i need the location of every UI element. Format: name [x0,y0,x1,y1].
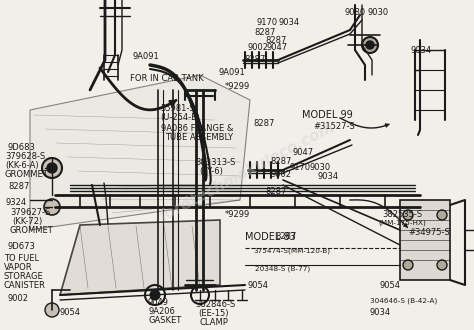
Text: *9299: *9299 [225,82,250,91]
Text: 379627-S: 379627-S [10,208,50,217]
Text: fordtechmakuloco.com: fordtechmakuloco.com [156,119,337,224]
Text: 382846-S: 382846-S [195,300,235,309]
Text: 9002: 9002 [248,43,269,52]
Text: VAPOR: VAPOR [4,263,33,272]
Circle shape [403,260,413,270]
Text: 375474-S(MM-120-B): 375474-S(MM-120-B) [253,248,330,254]
Text: (KK-6-A): (KK-6-A) [5,161,38,170]
Circle shape [150,290,160,300]
Circle shape [437,210,447,220]
Circle shape [403,210,413,220]
Text: CANISTER: CANISTER [4,281,46,290]
Text: 9034: 9034 [411,46,432,55]
Text: 9054: 9054 [248,281,269,290]
Text: 379628-S: 379628-S [5,152,45,161]
Text: 382535-S: 382535-S [382,210,422,219]
Text: 9047: 9047 [267,43,288,52]
Text: MODEL 99: MODEL 99 [302,110,353,120]
Text: 9002: 9002 [8,294,29,303]
Text: 9047: 9047 [293,148,314,157]
Bar [400,200,450,280]
Text: 9324: 9324 [6,198,27,207]
Text: 9034: 9034 [318,172,339,181]
Text: FOR IN CAB TANK: FOR IN CAB TANK [130,74,204,83]
Text: 9034: 9034 [370,308,391,317]
Text: STORAGE: STORAGE [4,272,44,281]
Text: 9D683: 9D683 [8,143,36,152]
Text: 9054: 9054 [380,281,401,290]
Text: GROMMET: GROMMET [10,226,54,235]
Circle shape [44,199,60,215]
Text: 8287: 8287 [8,182,29,191]
Text: 8287: 8287 [265,36,286,45]
Text: 9030: 9030 [310,163,331,172]
Text: (MM-175-HX): (MM-175-HX) [378,219,426,225]
Text: 9D673: 9D673 [8,242,36,251]
Circle shape [47,163,57,173]
Text: 8287: 8287 [265,187,286,196]
Text: 9A091: 9A091 [133,52,160,61]
Text: 9A206: 9A206 [149,307,176,316]
Text: GASKET: GASKET [149,316,182,325]
Polygon shape [30,75,250,230]
Text: #34975-S: #34975-S [408,228,450,237]
Text: CLAMP: CLAMP [200,318,229,327]
Text: MODEL 83: MODEL 83 [245,232,296,242]
Text: 9054: 9054 [60,308,81,317]
Text: #31527-S: #31527-S [313,122,355,131]
Text: 8287: 8287 [270,157,292,166]
Text: 20348-S (B-77): 20348-S (B-77) [255,266,310,273]
Text: 8287: 8287 [254,28,275,37]
Text: 9170: 9170 [257,18,278,27]
Text: 383313-S: 383313-S [195,158,236,167]
Circle shape [42,158,62,178]
Circle shape [366,41,374,49]
Circle shape [45,303,59,317]
Text: GROMMET: GROMMET [5,170,49,179]
Circle shape [437,260,447,270]
Text: 9A091: 9A091 [219,68,246,77]
Text: 8287: 8287 [244,55,265,64]
Text: 8287: 8287 [275,232,296,241]
Text: 9170: 9170 [290,163,311,172]
Text: (U-254-E): (U-254-E) [160,113,200,122]
Polygon shape [60,220,220,295]
Text: 9080: 9080 [345,8,366,17]
Text: 9049: 9049 [148,298,169,307]
Text: 55981-S: 55981-S [160,104,195,113]
Text: 8287: 8287 [253,119,274,128]
Text: 9034: 9034 [279,18,300,27]
Text: 9A086 FLANGE &: 9A086 FLANGE & [161,124,233,133]
Text: 9002: 9002 [271,170,292,179]
Text: (KK-72): (KK-72) [12,217,42,226]
Text: TO FUEL: TO FUEL [4,254,39,263]
Text: *9299: *9299 [225,210,250,219]
Text: (EE-15): (EE-15) [198,309,228,318]
Text: 304646-S (B-42-A): 304646-S (B-42-A) [370,297,437,304]
Text: 9030: 9030 [368,8,389,17]
Circle shape [362,37,378,53]
Text: TUBE ASSEMBLY: TUBE ASSEMBLY [165,133,233,142]
Text: (YY-6): (YY-6) [199,167,223,176]
